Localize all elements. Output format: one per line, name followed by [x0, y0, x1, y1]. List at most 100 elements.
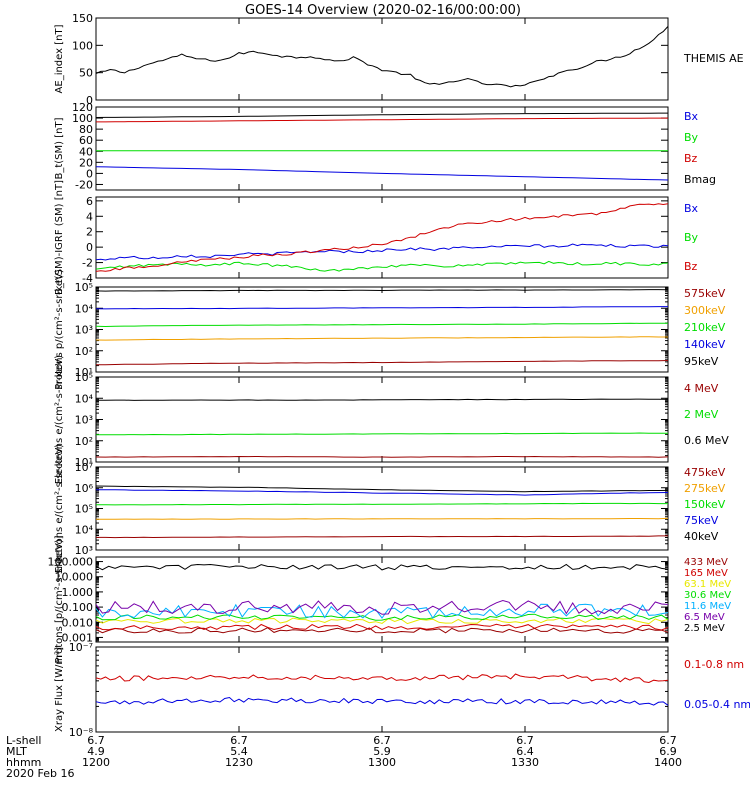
panel-frame [95, 376, 669, 463]
series-line [95, 563, 669, 571]
panel-4: 10¹ 10² 10³ 10⁴ 10⁵ Protons p/(cm²-s-sr-keV) 9… [54, 269, 726, 390]
y-axis-label: AE_index [nT] [54, 24, 65, 93]
y-tick-label: 20 [79, 156, 93, 169]
y-tick-label: 150 [72, 12, 93, 25]
y-axis-label: Protons [p/(cm²-s-sr-keV)] [54, 535, 65, 663]
y-tick-label: 10¹ [75, 456, 93, 469]
x-tick-label: 6.9 [659, 745, 677, 758]
y-tick-label: 10⁻⁷ [69, 641, 93, 654]
x-axis-row-label: 2020 Feb 16 [6, 767, 74, 780]
y-tick-label: 10⁶ [75, 482, 94, 495]
series-line [95, 260, 669, 272]
panel-frame [95, 286, 669, 373]
series-line [95, 696, 669, 706]
legend-entry: 0.6 MeV [684, 434, 729, 447]
legend-entry: 475keV [684, 466, 726, 479]
y-tick-label: 100 [72, 39, 93, 52]
x-tick-label: 6.7 [516, 734, 534, 747]
legend-entry: 150keV [684, 498, 726, 511]
series-line [95, 603, 669, 619]
series-line [95, 166, 669, 181]
legend-entry: By [684, 131, 699, 144]
legend-entry: 40keV [684, 530, 719, 543]
series-line [95, 112, 668, 118]
series-line [95, 455, 669, 458]
y-tick-label: 1.000 [62, 586, 94, 599]
series-line [95, 627, 669, 634]
panel-7: 0.001 0.010 0.100 1.000 10.000 100.000Protons… [48, 535, 732, 663]
legend-entry: THEMIS AE [683, 52, 744, 65]
series-line [95, 623, 669, 631]
legend-entry: 165 MeV [684, 568, 728, 579]
x-axis-row-label: MLT [6, 745, 27, 758]
y-axis-label: Electrons e/(cm²-s-sr-keV) [54, 444, 65, 573]
y-tick-label: 100.000 [48, 556, 94, 569]
y-tick-label: 10² [75, 435, 93, 448]
legend-entry: 75keV [684, 514, 719, 527]
y-tick-label: 40 [79, 145, 93, 158]
series-line [96, 117, 668, 123]
series-line [95, 336, 668, 341]
legend-entry: 575keV [684, 287, 726, 300]
x-axis-row-label: hhmm [6, 756, 41, 769]
legend-entry: Bx [684, 110, 699, 123]
series-line [95, 26, 669, 88]
legend-entry: 275keV [684, 482, 726, 495]
panel-frame [95, 196, 669, 279]
x-tick-label: 6.4 [516, 745, 534, 758]
y-tick-label: 80 [79, 123, 93, 136]
y-axis-label: Protons p/(cm²-s-sr-keV) [54, 269, 65, 390]
legend-entry: 433 MeV [684, 557, 728, 568]
series-line [95, 306, 668, 310]
y-tick-label: 0 [86, 94, 93, 107]
series-line [95, 203, 669, 272]
legend-entry: 6.5 MeV [684, 612, 725, 623]
panel-6: 10³ 10⁴ 10⁵ 10⁶ 10⁷ Electrons e/(cm²-s-sr-keV… [54, 444, 726, 573]
x-tick-label: 5.9 [373, 745, 391, 758]
series-line [95, 617, 669, 625]
legend-entry: Bz [684, 152, 698, 165]
panel-5: 10¹ 10² 10³ 10⁴ 10⁵ Electrons e/(cm²-s-sr-keV… [54, 355, 729, 484]
y-tick-label: -2 [82, 257, 93, 270]
panel-8: 10⁻⁸ 10⁻⁷ Xray Flux [W/m²] 0.05-0.4 nm 0.1-0… [54, 641, 750, 739]
series-line [95, 398, 669, 401]
y-tick-label: 120 [72, 101, 93, 114]
legend-entry: Bz [684, 260, 698, 273]
legend-entry: 210keV [684, 321, 726, 334]
legend-entry: 0.05-0.4 nm [684, 698, 750, 711]
x-tick-label: 6.7 [373, 734, 391, 747]
y-tick-label: 10¹ [75, 366, 93, 379]
series-line [95, 289, 669, 292]
series-line [95, 485, 669, 493]
y-tick-label: 0.100 [62, 601, 94, 614]
legend-entry: 300keV [684, 304, 726, 317]
panel-frame [95, 646, 669, 733]
y-tick-label: 6 [86, 195, 93, 208]
y-tick-label: 10⁴ [75, 523, 94, 536]
x-tick-label: 4.9 [87, 745, 105, 758]
legend-entry: 140keV [684, 338, 726, 351]
series-line [95, 599, 669, 615]
y-tick-label: -20 [75, 178, 93, 191]
x-tick-label: 1300 [368, 756, 396, 769]
series-line [96, 432, 668, 436]
y-tick-label: 10³ [75, 414, 93, 427]
y-tick-label: 4 [86, 210, 93, 223]
y-tick-label: 10⁻⁸ [69, 726, 94, 739]
series-line [96, 535, 668, 539]
legend-entry: 63.1 MeV [684, 579, 731, 590]
y-tick-label: 100 [72, 112, 93, 125]
figure-title: GOES-14 Overview (2020-02-16/00:00:00) [245, 3, 521, 18]
y-tick-label: 10⁵ [75, 281, 93, 294]
series-line [95, 243, 669, 261]
y-tick-label: 10⁵ [75, 371, 93, 384]
x-tick-label: 6.7 [659, 734, 677, 747]
x-tick-label: 6.7 [230, 734, 248, 747]
y-tick-label: 0 [86, 167, 93, 180]
x-axis-row-label: L-shell [6, 734, 42, 747]
y-tick-label: 0 [86, 241, 93, 254]
y-tick-label: 10⁴ [75, 392, 94, 405]
legend-entry: Bx [684, 202, 699, 215]
y-tick-label: 60 [79, 134, 93, 147]
series-line [95, 322, 668, 328]
